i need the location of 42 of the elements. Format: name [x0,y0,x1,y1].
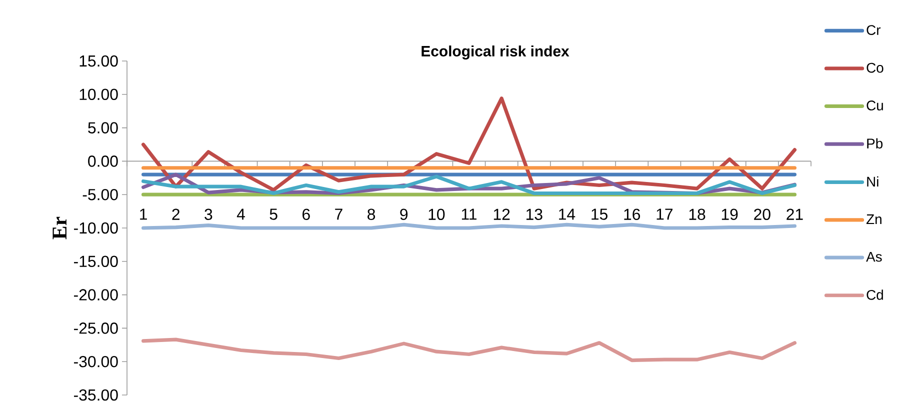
y-tick-label: -20.00 [74,289,118,300]
x-tick-label: 16 [624,208,640,220]
legend-label: Ni [867,176,878,186]
legend-label: Co [866,62,884,73]
x-tick-label: 4 [236,208,245,220]
x-tick-label: 18 [689,208,706,220]
x-tick-label: 5 [270,208,278,220]
y-axis-title: Er [52,216,66,240]
legend-label: Zn [866,214,882,224]
y-tick-label: -10.00 [74,222,118,234]
y-tick-label: -30.00 [74,356,118,368]
y-tick-label: 10.00 [80,88,118,100]
legend-label: As [866,252,882,262]
x-tick-label: 11 [462,208,476,220]
x-tick-label: 2 [172,208,180,220]
y-tick-label: -35.00 [74,389,118,401]
y-tick-label: 5.00 [88,122,118,134]
legend-label: Pb [867,138,883,149]
x-tick-label: 3 [204,208,212,220]
x-tick-label: 1 [140,208,147,220]
x-tick-label: 13 [526,208,542,220]
x-tick-label: 8 [368,208,376,220]
x-tick-label: 12 [494,208,510,220]
x-tick-label: 15 [592,208,608,220]
x-tick-label: 14 [559,208,576,220]
x-tick-label: 7 [335,208,342,220]
y-tick-label: -15.00 [74,256,118,268]
y-tick-label: 0.00 [88,156,118,167]
legend-label: Cu [866,100,883,110]
chart-title: Ecological risk index [422,46,570,60]
x-tick-label: 17 [656,208,672,220]
x-tick-label: 19 [722,208,738,220]
y-tick-label: -25.00 [74,322,118,334]
x-tick-label: 6 [302,208,310,220]
x-tick-label: 9 [400,208,408,220]
legend-label: Cr [866,25,881,35]
y-tick-label: 15.00 [80,55,118,67]
x-tick-label: 21 [786,208,803,220]
legend-label: Cd [866,290,883,300]
x-tick-label: 20 [754,208,770,220]
y-tick-label: -5.00 [82,188,118,200]
x-tick-label: 10 [428,208,445,220]
